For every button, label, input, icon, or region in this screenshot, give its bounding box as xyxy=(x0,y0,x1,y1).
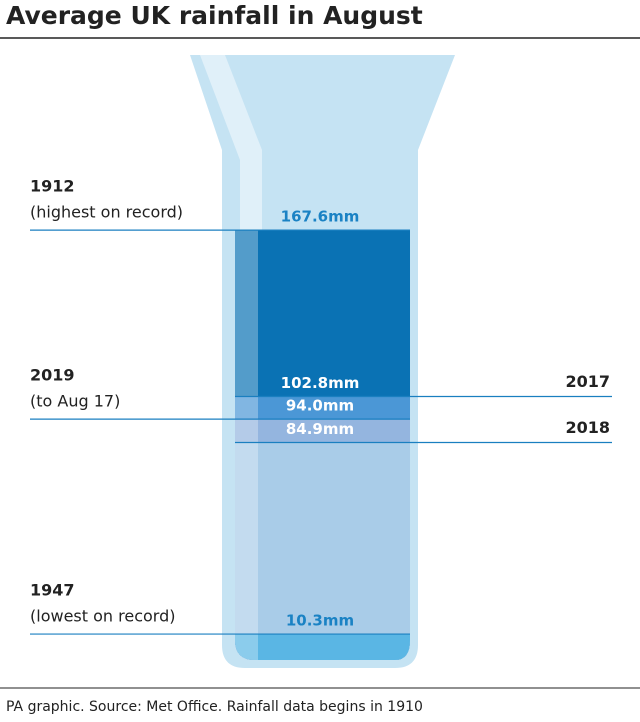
value-label: 84.9mm xyxy=(286,420,354,438)
value-label: 167.6mm xyxy=(281,208,360,226)
chart-title: Average UK rainfall in August xyxy=(6,1,423,30)
fill-highlight xyxy=(235,230,258,660)
year-label: 2019 xyxy=(30,366,75,385)
year-label: 1912 xyxy=(30,177,75,196)
value-label: 10.3mm xyxy=(286,612,354,630)
rain-level xyxy=(235,634,410,660)
source: PA graphic. Source: Met Office. Rainfall… xyxy=(6,699,423,715)
value-label: 94.0mm xyxy=(286,397,354,415)
year-label: 2017 xyxy=(565,372,610,391)
year-label: 2018 xyxy=(565,418,610,437)
label-group: 167.6mm 1912 (highest on record) 102.8mm 201… xyxy=(30,177,612,635)
fill-group xyxy=(235,230,410,660)
year-label: 1947 xyxy=(30,581,75,600)
note-label: (lowest on record) xyxy=(30,607,175,626)
value-label: 102.8mm xyxy=(281,374,360,392)
rain-level xyxy=(235,442,410,660)
note-label: (to Aug 17) xyxy=(30,392,120,411)
note-label: (highest on record) xyxy=(30,203,183,222)
